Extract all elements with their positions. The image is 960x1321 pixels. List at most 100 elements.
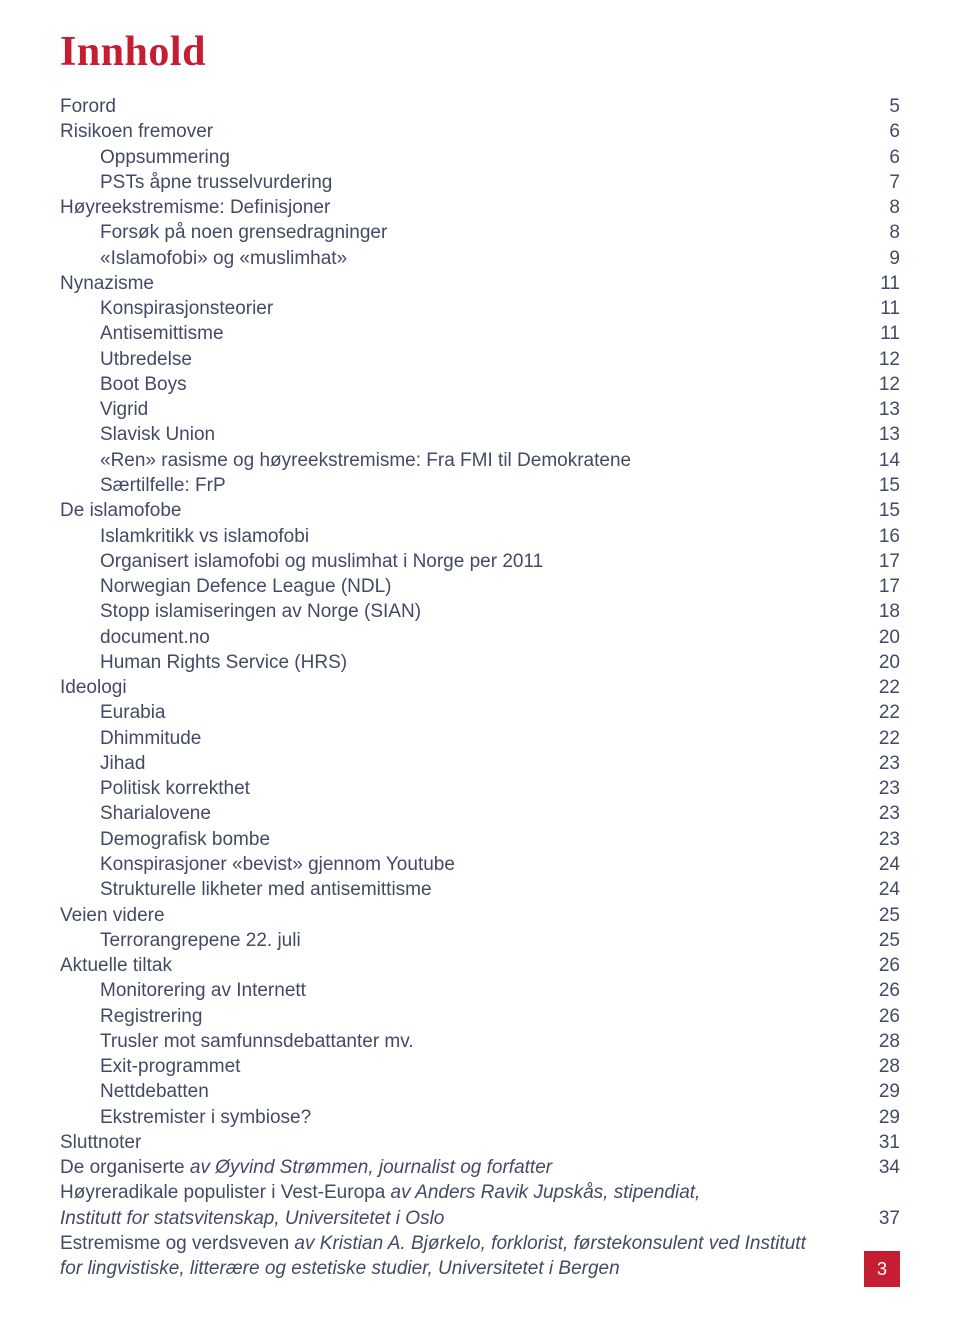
toc-page: 14 xyxy=(872,448,900,473)
toc-page: 8 xyxy=(872,220,900,245)
toc-label: Boot Boys xyxy=(100,372,872,397)
toc-page: 26 xyxy=(872,978,900,1003)
toc-page: 20 xyxy=(872,650,900,675)
toc-row: Dhimmitude22 xyxy=(60,726,900,751)
toc-row: Eurabia22 xyxy=(60,700,900,725)
page-title: Innhold xyxy=(60,28,900,76)
toc-page: 13 xyxy=(872,397,900,422)
toc-row: Sluttnoter31 xyxy=(60,1130,900,1155)
toc-page: 37 xyxy=(872,1206,900,1231)
toc-row: Antisemittisme11 xyxy=(60,321,900,346)
toc-row: Norwegian Defence League (NDL)17 xyxy=(60,574,900,599)
toc-label: Forord xyxy=(60,94,872,119)
toc-label: Estremisme og verdsveven av Kristian A. … xyxy=(60,1231,900,1256)
toc-row: «Ren» rasisme og høyreekstremisme: Fra F… xyxy=(60,448,900,473)
toc-page: 13 xyxy=(872,422,900,447)
toc-label: Exit-programmet xyxy=(100,1054,872,1079)
toc-label: Forsøk på noen grensedragninger xyxy=(100,220,872,245)
toc-label: Sharialovene xyxy=(100,801,872,826)
toc-page: 28 xyxy=(872,1054,900,1079)
toc-row: PSTs åpne trusselvurdering7 xyxy=(60,170,900,195)
toc-label-lead: Estremisme og verdsveven xyxy=(60,1233,289,1254)
toc-label: Islamkritikk vs islamofobi xyxy=(100,524,872,549)
toc-label: De islamofobe xyxy=(60,498,872,523)
toc-label: document.no xyxy=(100,625,872,650)
toc-label: Konspirasjoner «bevist» gjennom Youtube xyxy=(100,852,872,877)
toc-page: 6 xyxy=(872,145,900,170)
toc-row: Islamkritikk vs islamofobi16 xyxy=(60,524,900,549)
toc-row: Nynazisme11 xyxy=(60,271,900,296)
toc-label: Sluttnoter xyxy=(60,1130,872,1155)
toc-row: Politisk korrekthet23 xyxy=(60,776,900,801)
toc-page: 24 xyxy=(872,877,900,902)
toc-label: De organiserte av Øyvind Strømmen, journ… xyxy=(60,1155,872,1180)
toc-label: Dhimmitude xyxy=(100,726,872,751)
toc-row: Terrorangrepene 22. juli25 xyxy=(60,928,900,953)
toc-label: Human Rights Service (HRS) xyxy=(100,650,872,675)
toc-page: 22 xyxy=(872,675,900,700)
toc-label: Vigrid xyxy=(100,397,872,422)
toc-page: 31 xyxy=(872,1130,900,1155)
toc-label-lead: Høyreradikale populister i Vest-Europa xyxy=(60,1182,385,1203)
toc-page: 9 xyxy=(872,246,900,271)
toc-page: 25 xyxy=(872,903,900,928)
toc-label: Risikoen fremover xyxy=(60,119,872,144)
toc-row: De islamofobe15 xyxy=(60,498,900,523)
toc-page: 15 xyxy=(872,498,900,523)
toc-page: 11 xyxy=(872,321,900,346)
toc-row: Vigrid13 xyxy=(60,397,900,422)
toc-label: Strukturelle likheter med antisemittisme xyxy=(100,877,872,902)
toc-page: 11 xyxy=(872,271,900,296)
toc-page: 28 xyxy=(872,1029,900,1054)
table-of-contents: Forord5Risikoen fremover6Oppsummering6PS… xyxy=(60,94,900,1281)
toc-label: Oppsummering xyxy=(100,145,872,170)
toc-label: Nynazisme xyxy=(60,271,872,296)
toc-label-byline: av Øyvind Strømmen, journalist og forfat… xyxy=(185,1157,552,1178)
toc-row: Forord5 xyxy=(60,94,900,119)
toc-label: Jihad xyxy=(100,751,872,776)
toc-row: Særtilfelle: FrP15 xyxy=(60,473,900,498)
toc-row: Nettdebatten29 xyxy=(60,1079,900,1104)
toc-label-lead: De organiserte xyxy=(60,1157,185,1178)
toc-page: 11 xyxy=(872,296,900,321)
toc-label: PSTs åpne trusselvurdering xyxy=(100,170,872,195)
toc-label: Stopp islamiseringen av Norge (SIAN) xyxy=(100,599,872,624)
toc-page: 26 xyxy=(872,953,900,978)
toc-page: 17 xyxy=(872,574,900,599)
toc-label-byline: for lingvistiske, litterære og estetiske… xyxy=(60,1256,872,1281)
toc-label: Ekstremister i symbiose? xyxy=(100,1105,872,1130)
page-number-badge: 3 xyxy=(864,1251,900,1287)
toc-page: 29 xyxy=(872,1105,900,1130)
toc-label: Utbredelse xyxy=(100,347,872,372)
toc-row: Oppsummering6 xyxy=(60,145,900,170)
toc-label: Ideologi xyxy=(60,675,872,700)
toc-row: Stopp islamiseringen av Norge (SIAN)18 xyxy=(60,599,900,624)
toc-row: Monitorering av Internett26 xyxy=(60,978,900,1003)
toc-label: Organisert islamofobi og muslimhat i Nor… xyxy=(100,549,872,574)
toc-page: 23 xyxy=(872,776,900,801)
toc-row: Strukturelle likheter med antisemittisme… xyxy=(60,877,900,902)
toc-label: Trusler mot samfunnsdebattanter mv. xyxy=(100,1029,872,1054)
toc-page: 34 xyxy=(872,1155,900,1180)
toc-page: 18 xyxy=(872,599,900,624)
toc-label: Konspirasjonsteorier xyxy=(100,296,872,321)
toc-label: Monitorering av Internett xyxy=(100,978,872,1003)
toc-row: Ideologi22 xyxy=(60,675,900,700)
toc-label: Aktuelle tiltak xyxy=(60,953,872,978)
toc-page: 12 xyxy=(872,347,900,372)
toc-page: 26 xyxy=(872,1004,900,1029)
toc-row: Exit-programmet28 xyxy=(60,1054,900,1079)
toc-label: Høyreradikale populister i Vest-Europa a… xyxy=(60,1180,900,1205)
toc-row: Aktuelle tiltak26 xyxy=(60,953,900,978)
toc-row: Konspirasjonsteorier11 xyxy=(60,296,900,321)
toc-row: Forsøk på noen grensedragninger8 xyxy=(60,220,900,245)
toc-row: Høyreekstremisme: Definisjoner8 xyxy=(60,195,900,220)
toc-page: 22 xyxy=(872,700,900,725)
toc-label: Antisemittisme xyxy=(100,321,872,346)
toc-row: Risikoen fremover6 xyxy=(60,119,900,144)
toc-page: 6 xyxy=(872,119,900,144)
toc-label: Registrering xyxy=(100,1004,872,1029)
toc-page: 22 xyxy=(872,726,900,751)
toc-row: Ekstremister i symbiose?29 xyxy=(60,1105,900,1130)
toc-row: Registrering26 xyxy=(60,1004,900,1029)
